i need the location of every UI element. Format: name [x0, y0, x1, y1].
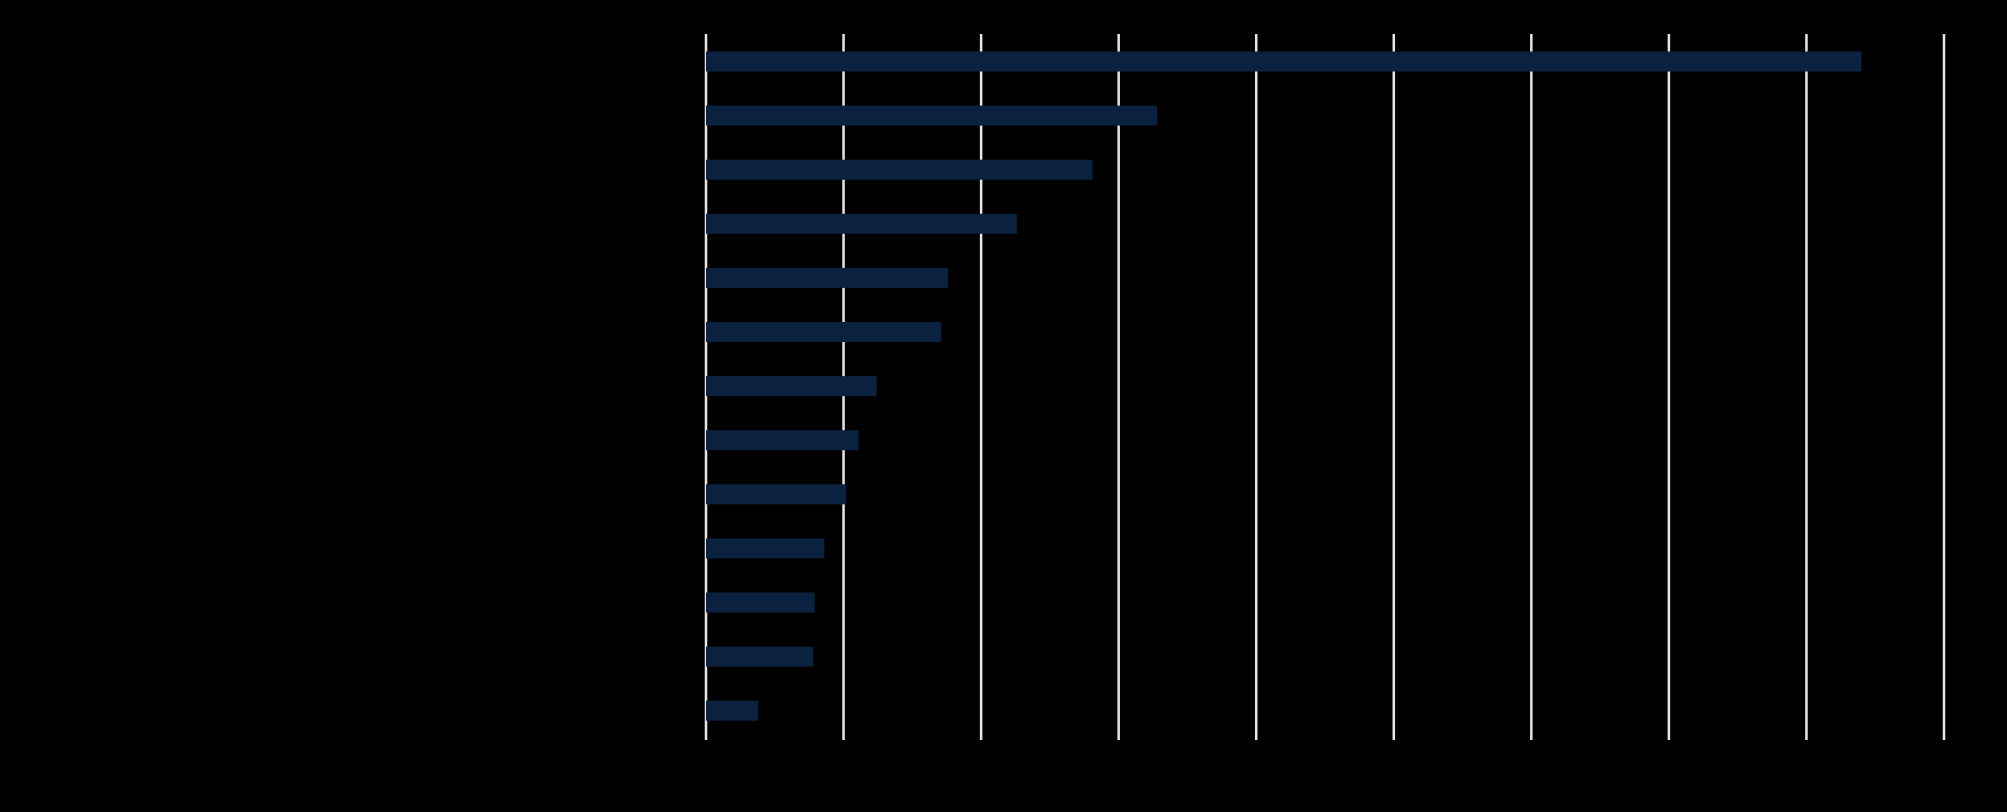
bar — [706, 159, 1093, 180]
bar — [706, 484, 847, 505]
bar — [706, 376, 877, 397]
bars — [706, 51, 1862, 721]
bar — [706, 51, 1862, 72]
bar — [706, 430, 859, 451]
bar — [706, 105, 1158, 126]
bar — [706, 700, 759, 721]
bar — [706, 646, 814, 667]
bar — [706, 267, 949, 288]
bar — [706, 322, 942, 342]
bar — [706, 213, 1017, 234]
bar — [706, 538, 825, 559]
bar — [706, 592, 815, 613]
